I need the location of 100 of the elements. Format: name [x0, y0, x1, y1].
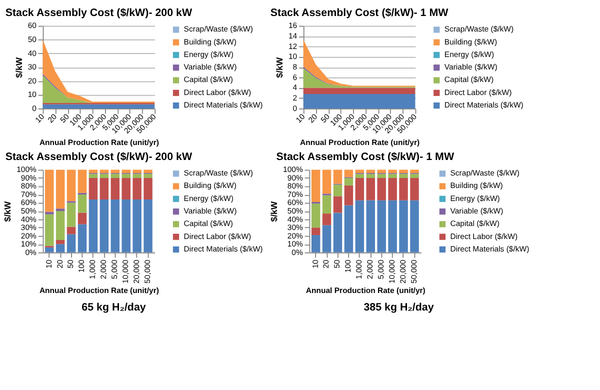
legend-label: Direct Labor ($/kW): [184, 232, 252, 241]
y-tick-label: 16: [288, 21, 298, 30]
text: Variable ($/kW): [184, 206, 238, 216]
legend-label: Capital ($/kW): [450, 219, 500, 228]
y-tick-label: 90%: [20, 173, 37, 182]
x-tick-label: 2,000: [99, 259, 108, 280]
y-tick-label: 40%: [287, 214, 304, 224]
x-tick-label: 20: [322, 259, 331, 268]
x-tick-label: 10: [310, 259, 320, 268]
legend-label: Energy ($/kW): [450, 194, 500, 203]
y-axis-title: $/kW: [14, 56, 24, 78]
y-axis-title: $/kW: [2, 200, 13, 222]
legend-label: Capital ($/kW): [444, 75, 494, 84]
y-axis-title: $/kW: [274, 56, 285, 78]
x-tick-label: 2,000: [366, 259, 375, 280]
legend-label: Direct Materials ($/kW): [444, 100, 524, 110]
y-tick-label: 80%: [287, 182, 304, 191]
x-tick-label: 50: [66, 259, 76, 268]
x-tick-label: 10,000: [121, 259, 130, 284]
x-tick-label: 50,000: [142, 259, 152, 284]
y-tick-label: 12: [288, 42, 298, 51]
x-tick-label: 50,000: [409, 259, 418, 284]
x-tick-label: 100: [77, 259, 86, 273]
y-tick-label: 8: [292, 62, 298, 72]
y-tick-label: 20%: [20, 231, 37, 240]
x-tick-label: 20: [55, 259, 64, 268]
x-tick-label: 100: [344, 259, 353, 273]
y-tick-label: 30%: [20, 223, 37, 232]
y-tick-label: 50: [28, 35, 38, 44]
text: Building ($/kW): [184, 181, 237, 190]
y-tick-label: 70%: [287, 190, 304, 199]
legend-label: Scrap/Waste ($/kW): [444, 24, 514, 34]
y-tick-label: 100%: [283, 165, 303, 174]
y-tick-label: 70%: [20, 190, 37, 199]
y-tick-label: 0: [292, 104, 298, 113]
y-tick-label: 90%: [287, 173, 304, 182]
legend-label: Capital ($/kW): [184, 219, 234, 228]
y-tick-label: 40: [28, 48, 38, 58]
legend-label: Scrap/Waste ($/kW): [184, 168, 254, 178]
legend-label: Capital ($/kW): [184, 75, 234, 84]
legend-label: Energy ($/kW): [184, 194, 234, 203]
legend-label: Energy ($/kW): [444, 50, 494, 59]
text: 385 kg H₂/day: [364, 302, 434, 314]
y-tick-label: 100%: [16, 165, 37, 174]
y-axis-title: $/kW: [269, 200, 280, 222]
x-tick-label: 20,000: [398, 259, 408, 284]
y-tick-label: 80%: [20, 182, 37, 191]
y-tick-label: 2: [292, 94, 298, 103]
y-tick-label: 0: [32, 104, 38, 113]
legend-label: Direct Materials ($/kW): [184, 244, 264, 254]
y-tick-label: 10%: [20, 240, 37, 249]
x-tick-label: 1,000: [354, 259, 364, 280]
y-tick-label: 6: [292, 72, 298, 82]
y-tick-label: 10%: [287, 240, 304, 249]
x-tick-label: 5,000: [110, 259, 120, 280]
legend-label: Direct Materials ($/kW): [450, 244, 530, 254]
x-axis-title: Annual Production Rate (unit/yr): [39, 138, 160, 148]
y-tick-label: 10: [28, 90, 38, 100]
legend-label: Building ($/kW): [450, 181, 504, 190]
y-tick-label: 0%: [25, 248, 37, 257]
chart-title: Stack Assembly Cost ($/kW)- 1 MW: [270, 7, 450, 20]
chart-title: Stack Assembly Cost ($/kW)- 1 MW: [276, 151, 455, 163]
y-tick-label: 10: [288, 52, 298, 62]
x-axis-title: Annual Production Rate (unit/yr): [306, 286, 426, 296]
legend-label: Direct Labor ($/kW): [450, 232, 518, 241]
y-tick-label: 14: [288, 32, 298, 41]
legend-label: Energy ($/kW): [184, 50, 234, 59]
legend-label: Direct Materials ($/kW): [184, 100, 264, 110]
legend-label: Variable ($/kW): [444, 62, 498, 72]
legend-label: Direct Labor ($/kW): [184, 88, 252, 97]
y-tick-label: 60: [28, 21, 38, 30]
chart-title: Stack Assembly Cost ($/kW)- 200 kW: [5, 151, 193, 163]
y-tick-label: 60%: [20, 198, 37, 208]
y-tick-label: 0%: [292, 248, 303, 257]
legend-label: Direct Labor ($/kW): [444, 88, 512, 97]
y-tick-label: 20%: [287, 231, 304, 240]
legend-label: Building ($/kW): [184, 37, 237, 46]
x-tick-label: 1,000: [88, 259, 98, 280]
legend-label: Scrap/Waste ($/kW): [184, 24, 254, 34]
y-tick-label: 50%: [20, 206, 37, 216]
x-tick-label: 20,000: [132, 259, 142, 284]
legend-label: Scrap/Waste ($/kW): [450, 168, 520, 178]
y-tick-label: 30: [28, 62, 38, 72]
x-tick-label: 10,000: [388, 259, 397, 284]
x-tick-label: 10: [44, 259, 54, 268]
y-tick-label: 4: [292, 83, 298, 92]
y-tick-label: 20: [28, 76, 38, 86]
x-tick-label: 5,000: [376, 259, 386, 280]
x-axis-title: Annual Production Rate (unit/yr): [300, 138, 420, 148]
legend-label: Variable ($/kW): [450, 206, 504, 216]
legend-label: Building ($/kW): [444, 37, 498, 46]
legend-label: Variable ($/kW): [184, 62, 238, 72]
y-tick-label: 50%: [287, 206, 304, 216]
y-tick-label: 40%: [20, 214, 37, 224]
chart-title: Stack Assembly Cost ($/kW)- 200 kW: [5, 7, 193, 20]
y-tick-label: 60%: [287, 198, 304, 208]
x-tick-label: 50: [332, 259, 342, 268]
x-axis-title: Annual Production Rate (unit/yr): [39, 286, 160, 296]
y-tick-label: 30%: [287, 223, 304, 232]
text: 65 kg H₂/day: [82, 302, 146, 314]
